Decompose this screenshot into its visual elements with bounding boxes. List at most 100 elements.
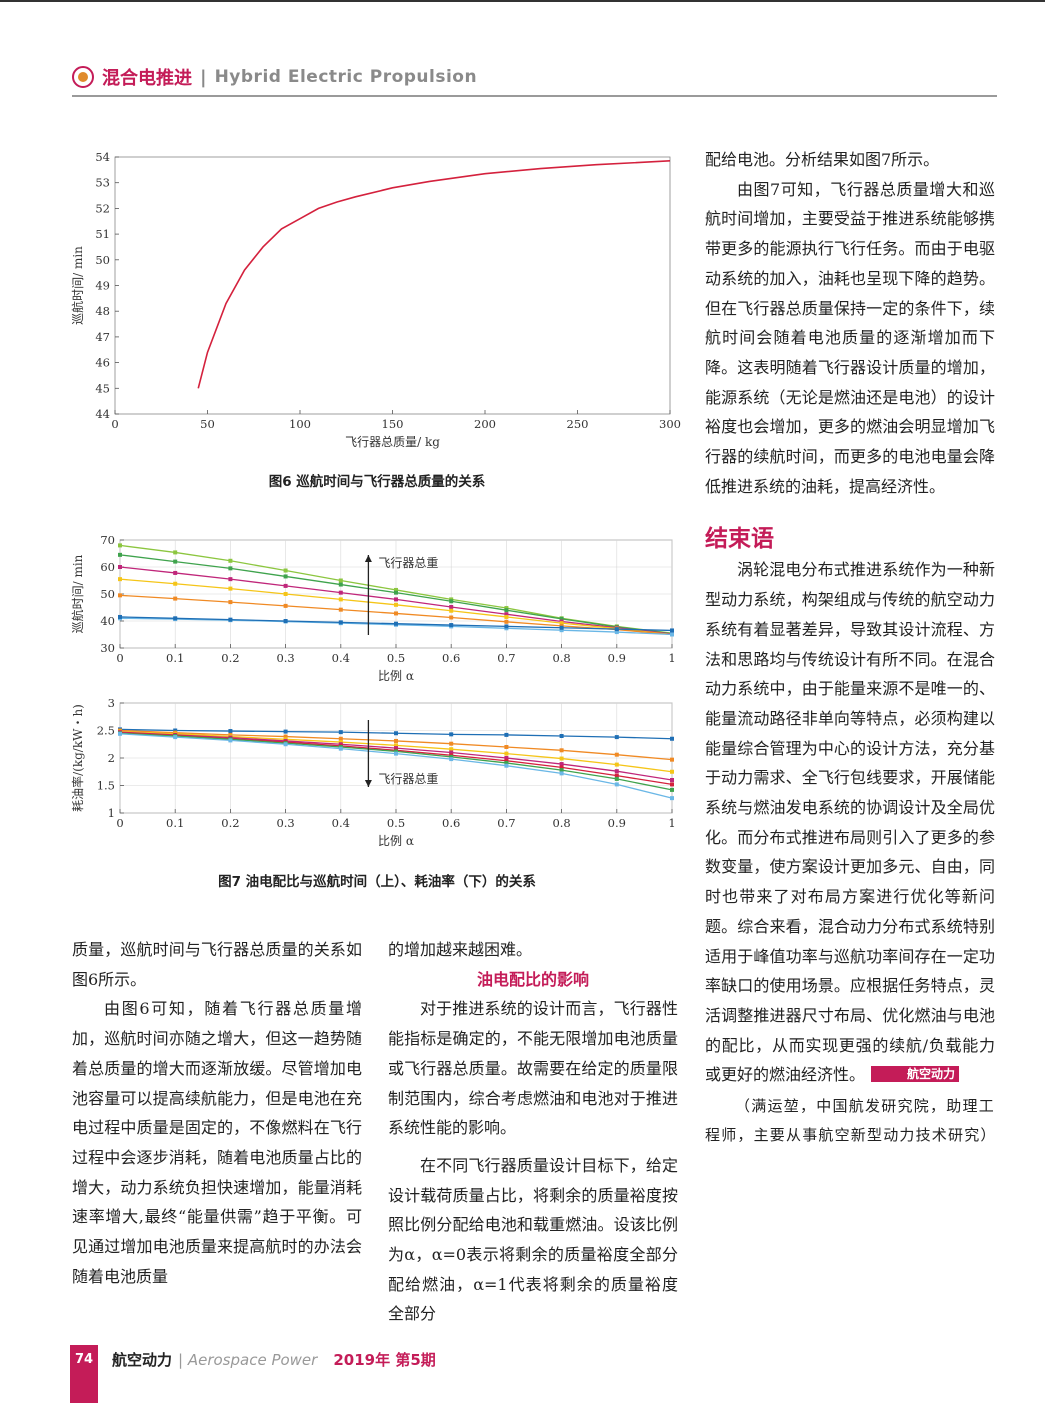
data-marker [283,592,288,596]
x-tick-label: 100 [289,417,311,431]
data-marker [504,751,509,756]
right-column: 配给电池。分析结果如图7所示。 由图7可知，飞行器总质量增大和巡航时间增加，主要… [705,145,995,1150]
data-marker [173,596,178,601]
data-marker [118,614,122,619]
page-header: 混合电推进 | Hybrid Electric Propulsion [72,62,1002,92]
y-tick-label: 40 [100,614,115,628]
data-marker [394,611,398,616]
data-marker [449,750,454,755]
data-marker [670,769,674,774]
data-marker [504,732,509,737]
data-marker [338,590,343,595]
y-tick-label: 50 [95,253,110,267]
data-marker [283,574,288,579]
data-marker [228,729,233,734]
data-marker [670,796,674,801]
x-tick-label: 0.5 [387,651,405,665]
header-rule [72,95,997,97]
arrow-head-icon [364,555,372,562]
author-note: （满运堃，中国航发研究院，助理工程师，主要从事航空新型动力技术研究） [705,1097,997,1145]
fig7-chart: 0 0.1 0.2 0.3 0.4 0.5 0.6 0.7 0.8 0.9 13040506070比… [70,533,676,848]
middle-paragraph-3: 在不同飞行器质量设计目标下，给定设计载荷质量占比，将剩余的质量裕度按照比例分配给… [388,1155,678,1324]
x-tick-label: 200 [474,417,496,431]
x-tick-label: 0.3 [276,816,294,830]
data-marker [173,735,178,740]
data-marker [614,776,619,781]
data-marker [283,568,288,573]
x-tick-label: 0.7 [497,816,515,830]
data-marker [283,619,288,623]
arrow-head-icon [364,780,372,787]
y-tick-label: 51 [95,227,110,241]
x-tick-label: 250 [567,417,589,431]
data-marker [504,756,509,760]
data-marker [228,566,233,571]
data-marker [559,625,564,630]
x-tick-label: 0.9 [608,816,626,830]
y-axis-label: 巡航时间/ min [70,554,85,633]
y-tick-label: 1.5 [97,779,115,793]
x-tick-label: 150 [382,417,404,431]
data-marker [394,751,398,756]
data-marker [449,747,454,752]
data-marker [559,734,564,738]
data-marker [338,582,343,587]
data-marker [394,621,398,626]
data-marker [394,602,398,607]
page-number: 74 [74,1352,94,1367]
data-marker [228,558,233,563]
data-marker [614,769,619,774]
x-tick-label: 0.4 [332,816,350,830]
y-tick-label: 48 [95,304,110,318]
data-marker [449,754,454,759]
x-tick-label: 0.8 [552,651,570,665]
data-marker [118,731,122,736]
data-marker [504,624,509,629]
x-tick-label: 1 [668,816,675,830]
data-marker [173,728,178,733]
data-marker [670,778,674,782]
y-tick-label: 44 [95,407,110,421]
data-marker [449,615,454,620]
fig6-caption: 图6 巡航时间与飞行器总质量的关系 [268,474,486,490]
data-marker [394,749,398,754]
y-tick-label: 47 [95,330,110,344]
data-marker [504,763,509,768]
y-axis-label: 耗油率/(kg/kW・h) [70,704,85,812]
data-marker [394,731,398,736]
data-marker [338,597,343,602]
y-tick-label: 52 [95,201,110,215]
journal-logo-icon [72,66,94,88]
data-marker [173,570,178,575]
footer-journal-en: | Aerospace Power [178,1350,318,1369]
y-tick-label: 50 [100,587,115,601]
x-tick-label: 0.8 [552,816,570,830]
data-marker [283,742,288,747]
data-marker [394,743,398,748]
data-marker [614,773,619,778]
weight-annotation: 飞行器总重 [378,556,438,570]
data-marker [228,577,233,582]
data-marker [394,738,398,743]
data-marker [118,543,122,548]
data-marker [504,745,509,749]
data-marker [614,762,619,767]
data-marker [504,612,509,617]
data-marker [173,581,178,586]
y-tick-label: 2 [108,751,115,765]
left-column: 质量，巡航时间与飞行器总质量的关系如图6所示。 由图6可知，随着飞行器总质量增加… [72,935,362,1291]
data-marker [394,746,398,751]
header-separator: | [200,66,207,88]
footer-issue: 2019年 第5期 [333,1351,436,1369]
data-marker [228,617,233,622]
subsection-heading: 油电配比的影响 [476,969,589,989]
left-paragraph-2: 由图6可知，随着飞行器总质量增加，巡航时间亦随之增大，但这一趋势随着总质量的增大… [72,999,362,1286]
data-marker [173,559,178,564]
page-number-bar [70,1345,98,1403]
data-marker [338,607,343,612]
x-axis-label: 比例 α [378,669,414,683]
data-marker [559,762,564,767]
data-marker [670,782,674,787]
data-marker [559,756,564,761]
data-marker [118,552,122,557]
